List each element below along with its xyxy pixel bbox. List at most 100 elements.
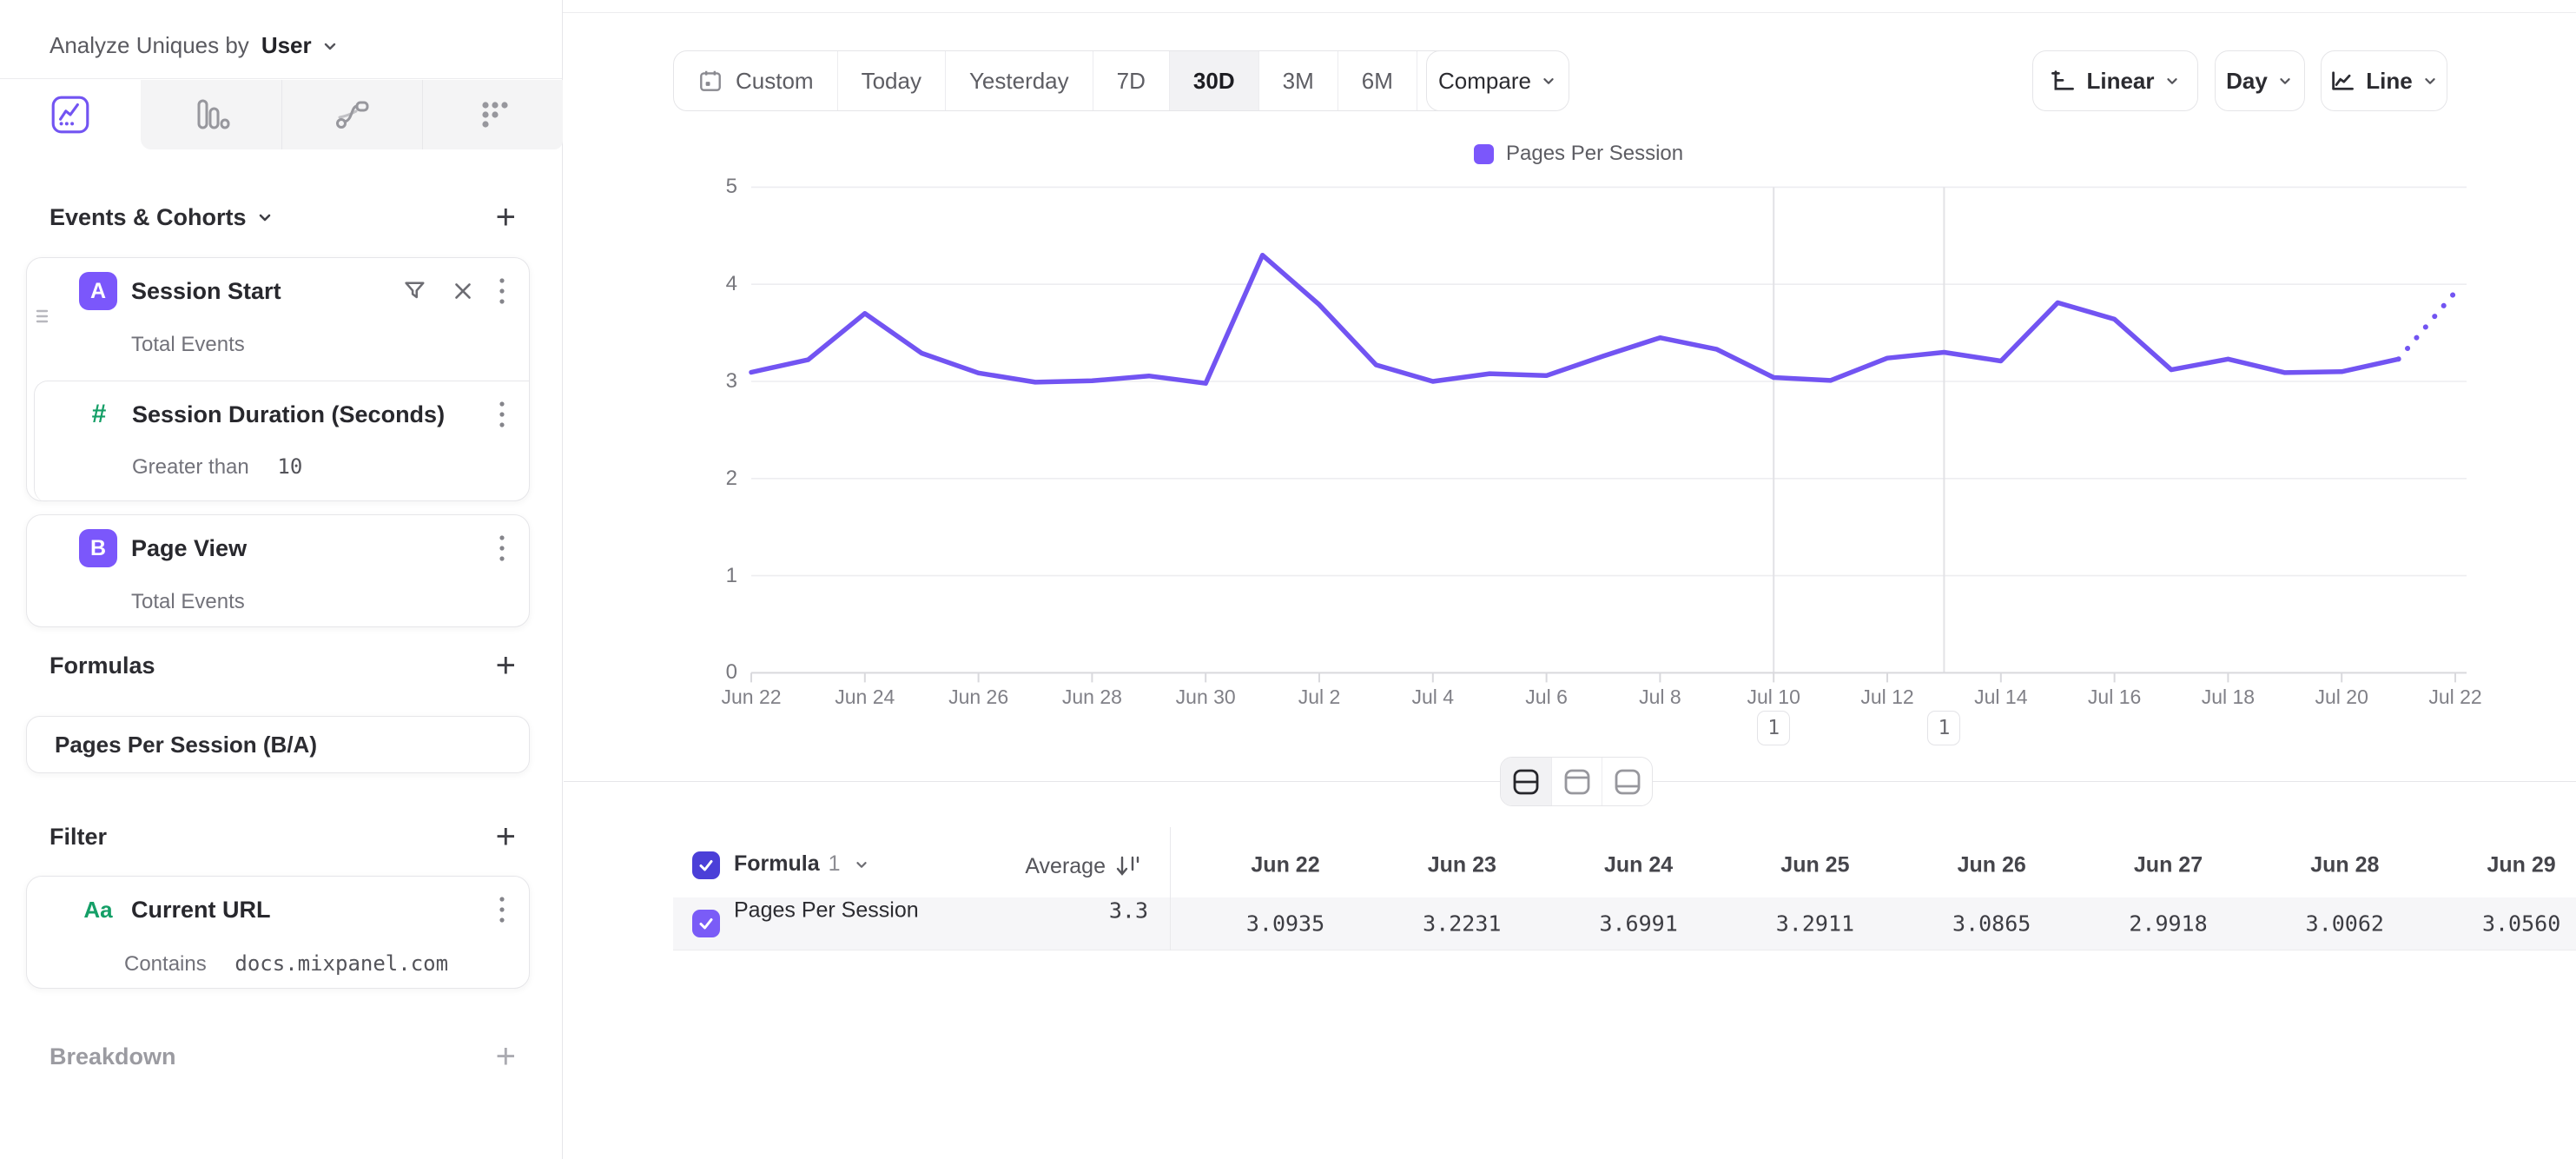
analyze-uniques-control[interactable]: Analyze Uniques by User (0, 13, 562, 79)
property-title[interactable]: Session Duration (Seconds) (132, 401, 446, 427)
date-column-header[interactable]: Jun 24 (1603, 852, 1674, 878)
range-label: Yesterday (968, 67, 1069, 94)
x-tick-label: Jul 2 (1298, 685, 1341, 708)
condition-operator[interactable]: Greater than (132, 455, 249, 479)
kebab-menu-icon[interactable] (498, 895, 506, 924)
table-row-background (673, 897, 2576, 950)
date-column-header[interactable]: Jun 29 (2487, 852, 2556, 878)
range-6m[interactable]: 6M (1337, 51, 1417, 110)
chart-type-selector-button[interactable]: Line (2321, 50, 2447, 111)
annotation-badge[interactable]: 1 (1927, 711, 1961, 745)
kebab-menu-icon[interactable] (498, 533, 506, 563)
chevron-down-icon (853, 856, 870, 873)
bar-chart-icon (197, 99, 230, 129)
drag-handle-icon[interactable] (36, 307, 50, 326)
chevron-down-icon (320, 36, 340, 56)
x-tick-label: Jun 24 (835, 685, 895, 708)
tab-bar-chart[interactable] (141, 80, 281, 149)
series-row-checkbox[interactable] (692, 910, 720, 937)
events-cohorts-header: Events & Cohorts + (0, 200, 563, 235)
event-aggregation[interactable]: Total Events (131, 590, 245, 613)
funnel-dots-icon (481, 102, 508, 128)
layout-chart-only-button[interactable] (1551, 758, 1602, 805)
filter-operator[interactable]: Contains (124, 952, 207, 976)
series-row-name[interactable]: Pages Per Session (734, 897, 919, 923)
filter-title: Filter (50, 823, 108, 850)
average-header-label: Average (1025, 853, 1106, 878)
filter-icon[interactable] (402, 278, 428, 304)
add-filter-button[interactable]: + (495, 818, 516, 856)
remove-event-icon[interactable] (451, 279, 475, 303)
range-label: 30D (1192, 67, 1235, 94)
range-custom[interactable]: Custom (674, 51, 837, 110)
table-cell-value: 3.2911 (1775, 911, 1855, 937)
filter-property-title[interactable]: Current URL (131, 896, 271, 923)
chart-type-label: Line (2366, 67, 2413, 94)
report-main-area: CustomTodayYesterday7D30D3M6M12M Compare… (564, 0, 2576, 1159)
compare-label: Compare (1438, 67, 1531, 94)
event-aggregation[interactable]: Total Events (131, 333, 245, 356)
legend-series-label: Pages Per Session (1506, 142, 1684, 165)
y-tick-label: 3 (725, 369, 737, 393)
range-label: 6M (1361, 67, 1393, 94)
tab-funnel-dots[interactable] (422, 80, 563, 149)
tab-flow[interactable] (281, 80, 422, 149)
scale-selector-button[interactable]: Linear (2032, 50, 2198, 111)
condition-value[interactable]: 10 (277, 454, 303, 479)
formula-header-label: Formula (734, 851, 820, 876)
compare-button[interactable]: Compare (1426, 50, 1569, 111)
line-chart-plot[interactable] (564, 0, 2576, 782)
x-tick-label: Jun 22 (721, 685, 782, 708)
breakdown-header: Breakdown + (0, 1039, 563, 1074)
average-column-header[interactable]: Average (564, 853, 1142, 879)
results-table: Formula 1 Average Pages Per Sess (564, 824, 2576, 952)
layout-split-view-button[interactable] (1501, 758, 1551, 805)
flow-icon (335, 101, 368, 129)
x-tick-label: Jul 6 (1525, 685, 1568, 708)
range-today[interactable]: Today (836, 51, 945, 110)
filter-card-current-url[interactable]: Aa Current URL Contains docs.mixpanel.co… (26, 876, 530, 989)
breakdown-title: Breakdown (50, 1043, 176, 1070)
range-label: Today (861, 67, 921, 94)
event-title[interactable]: Session Start (131, 277, 281, 304)
date-column-header[interactable]: Jun 27 (2133, 852, 2203, 878)
add-event-button[interactable]: + (495, 198, 516, 236)
layout-table-only-button[interactable] (1602, 758, 1652, 805)
range-7d[interactable]: 7D (1092, 51, 1169, 110)
date-column-header[interactable]: Jun 28 (2310, 852, 2380, 878)
date-column-header[interactable]: Jun 23 (1427, 852, 1496, 878)
event-card-page-view[interactable]: B Page View Total Events (26, 514, 530, 627)
add-formula-button[interactable]: + (495, 646, 516, 685)
table-cell-value: 3.0935 (1245, 911, 1325, 937)
chart-legend[interactable]: Pages Per Session (1474, 142, 1683, 166)
formula-expression[interactable]: Pages Per Session (B/A) (55, 731, 317, 758)
date-column-header[interactable]: Jun 22 (1251, 852, 1320, 878)
event-card-session-start[interactable]: A Session Start Total Events (26, 257, 530, 502)
range-30d[interactable]: 30D (1168, 51, 1258, 110)
insights-line-chart-icon (51, 96, 89, 134)
range-3m[interactable]: 3M (1258, 51, 1338, 110)
kebab-menu-icon[interactable] (498, 276, 506, 306)
kebab-menu-icon[interactable] (498, 400, 506, 429)
chevron-down-icon[interactable] (255, 208, 274, 227)
analyze-value[interactable]: User (261, 32, 312, 58)
date-column-header[interactable]: Jun 25 (1780, 852, 1850, 878)
events-cohorts-title: Events & Cohorts (50, 203, 247, 230)
filter-value[interactable]: docs.mixpanel.com (234, 951, 449, 976)
formula-column-header[interactable]: Formula 1 (734, 851, 870, 877)
x-tick-label: Jul 18 (2201, 685, 2256, 708)
page-top-divider (0, 12, 2576, 13)
range-yesterday[interactable]: Yesterday (944, 51, 1093, 110)
add-breakdown-button[interactable]: + (495, 1037, 516, 1076)
formula-checkbox[interactable] (692, 851, 720, 879)
event-title[interactable]: Page View (131, 534, 248, 561)
annotation-badge[interactable]: 1 (1757, 711, 1791, 745)
formula-card[interactable]: Pages Per Session (B/A) (26, 716, 530, 773)
event-property-card-session-duration[interactable]: # Session Duration (Seconds) Greater tha… (34, 381, 529, 502)
formula-header-number: 1 (828, 851, 841, 876)
interval-selector-button[interactable]: Day (2215, 50, 2305, 111)
date-column-header[interactable]: Jun 26 (1957, 852, 2026, 878)
x-tick-label: Jul 20 (2315, 685, 2368, 708)
tab-insights-selected[interactable] (0, 80, 141, 149)
numeric-property-icon: # (91, 400, 107, 428)
